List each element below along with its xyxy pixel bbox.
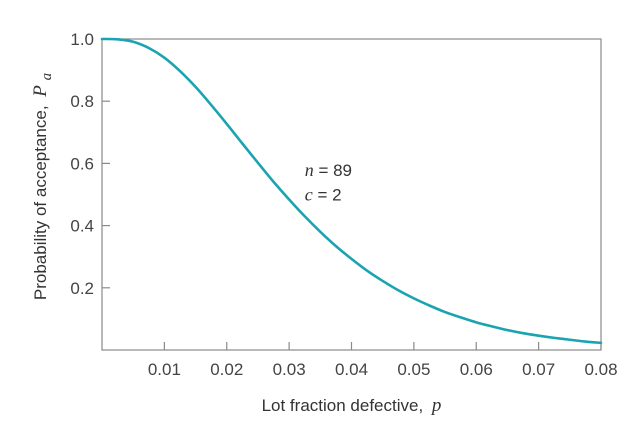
y-axis-title: Probability of acceptance, P a bbox=[30, 73, 55, 300]
x-tick-label: 0.06 bbox=[460, 360, 493, 379]
oc-curve-line bbox=[100, 37, 603, 345]
x-axis-title-text: Lot fraction defective, bbox=[262, 396, 424, 415]
x-tick-label: 0.01 bbox=[148, 360, 181, 379]
x-tick-label: 0.05 bbox=[397, 360, 430, 379]
y-tick-label: 0.8 bbox=[70, 92, 94, 111]
y-tick-label: 0.2 bbox=[70, 279, 94, 298]
y-axis-title-text: Probability of acceptance, bbox=[31, 105, 50, 300]
x-axis-title-var: p bbox=[430, 395, 442, 416]
curve-annotations: n = 89 c = 2 bbox=[305, 160, 352, 205]
y-tick-label: 0.6 bbox=[70, 154, 94, 173]
plot-frame bbox=[101, 38, 602, 351]
curve-annotation: c = 2 bbox=[305, 185, 342, 205]
y-axis-ticks: 0.2 0.4 0.6 0.8 1.0 bbox=[70, 30, 110, 298]
x-tick-label: 0.02 bbox=[210, 360, 243, 379]
y-axis-title-var: P bbox=[30, 85, 51, 98]
y-tick-label: 0.4 bbox=[70, 217, 94, 236]
x-tick-label: 0.07 bbox=[522, 360, 555, 379]
x-tick-label: 0.04 bbox=[335, 360, 368, 379]
x-tick-label: 0.03 bbox=[273, 360, 306, 379]
x-axis-ticks: 0.01 0.02 0.03 0.04 0.05 0.06 0.07 0.08 bbox=[148, 342, 618, 379]
x-tick-label: 0.08 bbox=[584, 360, 617, 379]
curve-annotation: n = 89 bbox=[305, 160, 352, 180]
y-axis-title-sub: a bbox=[39, 73, 55, 81]
x-axis-title: Lot fraction defective, p bbox=[262, 395, 442, 416]
y-tick-label: 1.0 bbox=[70, 30, 94, 49]
